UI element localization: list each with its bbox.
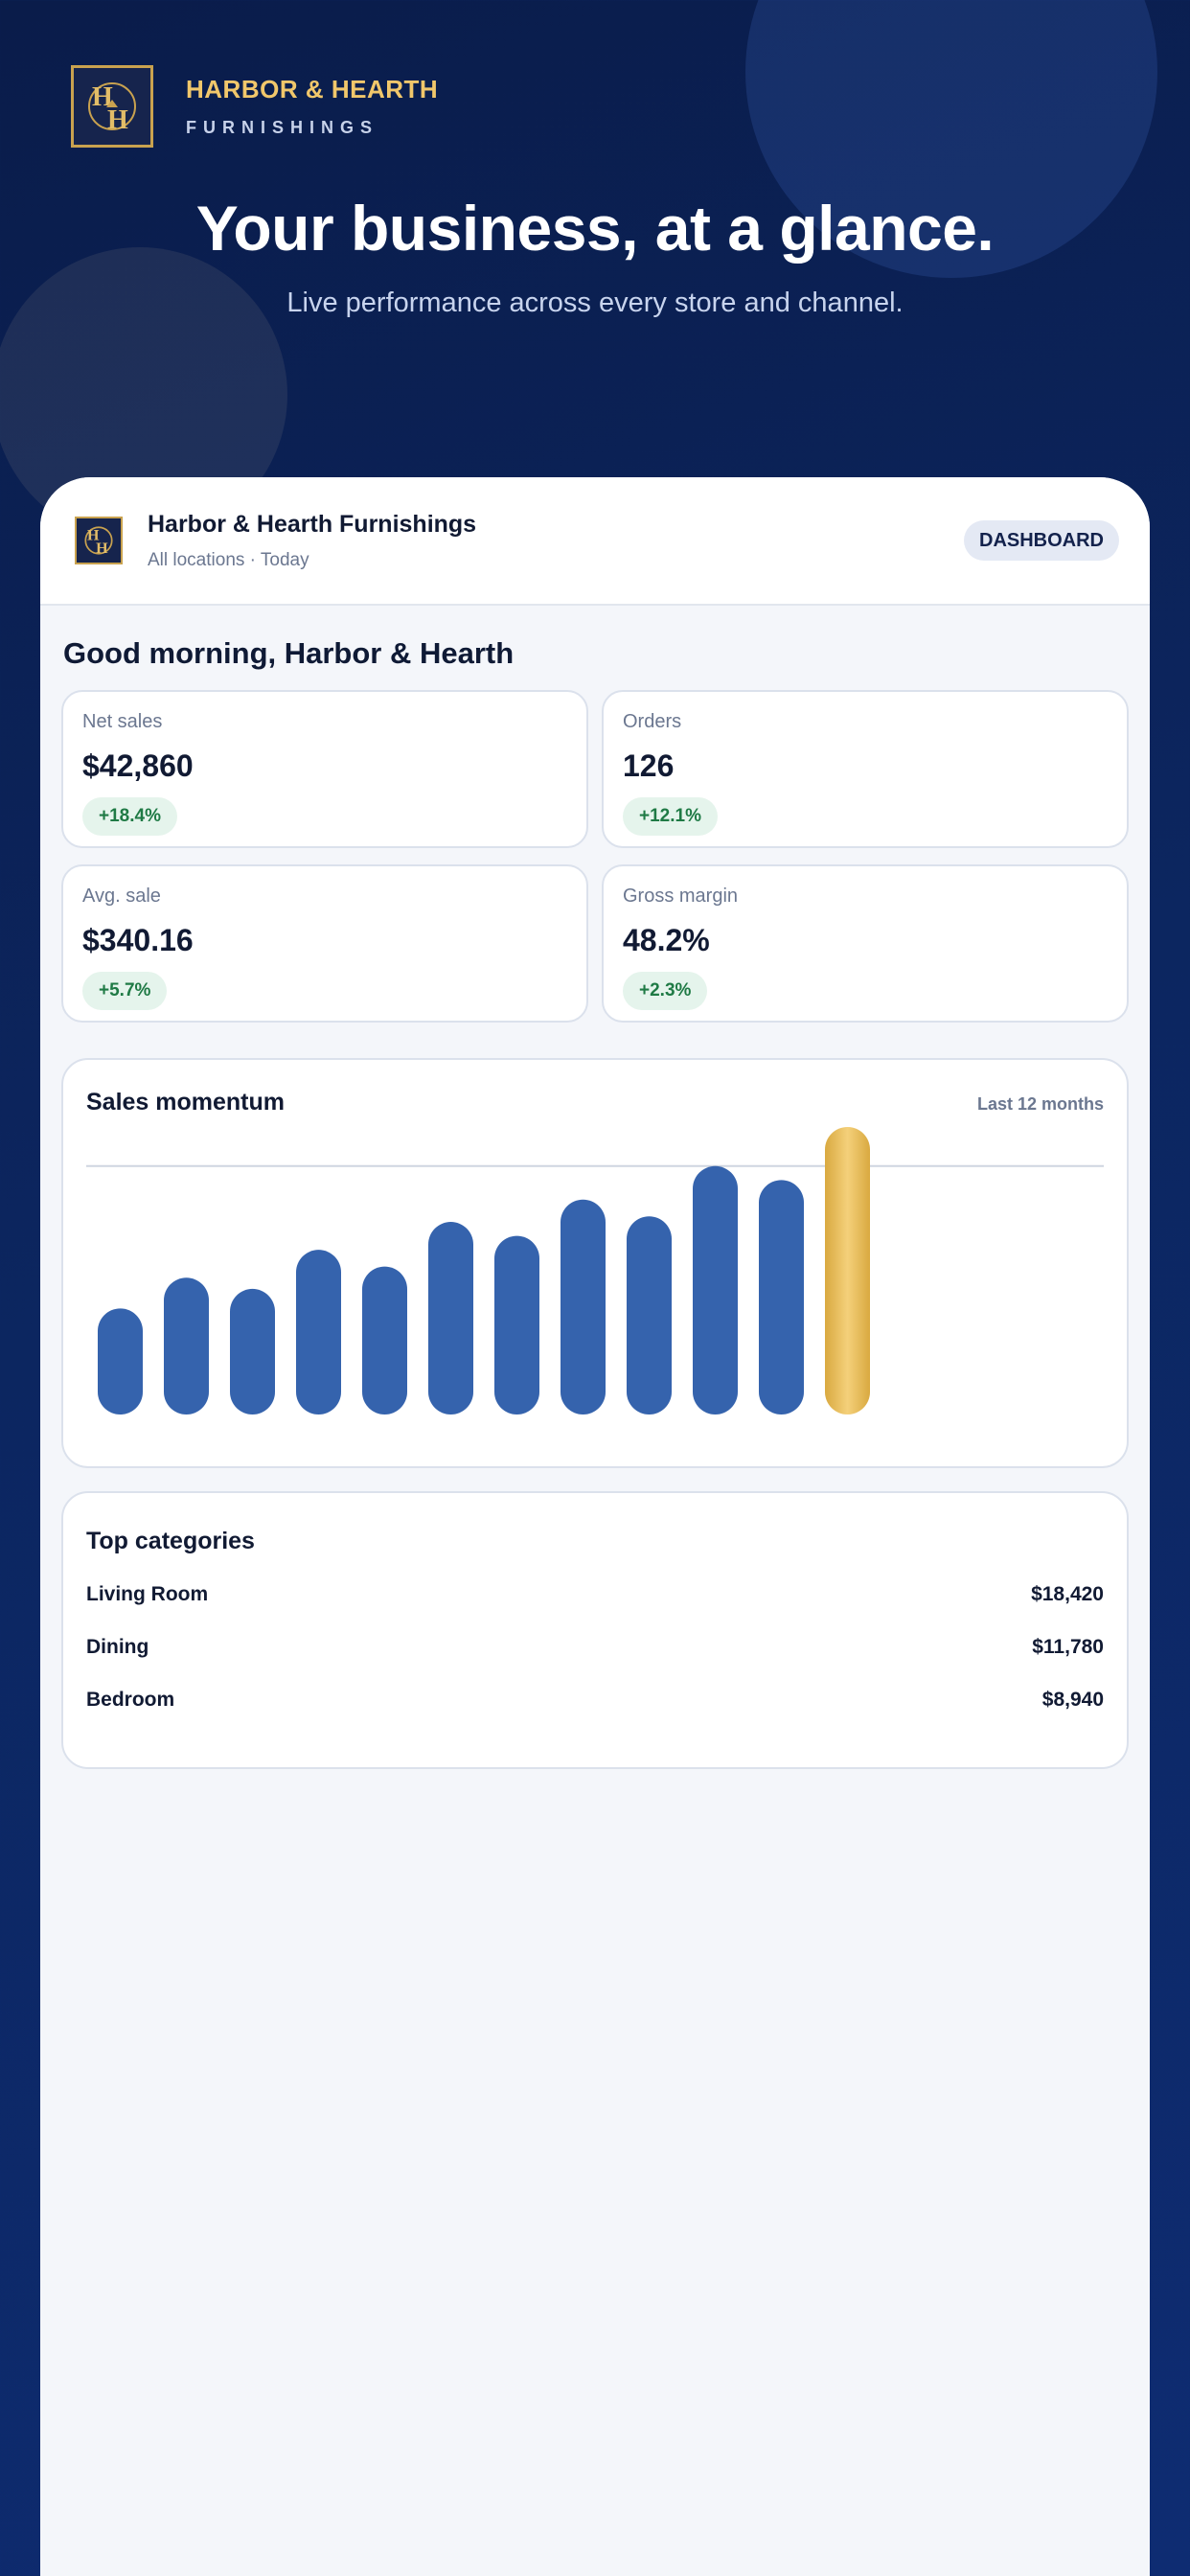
chart-bar[interactable] <box>164 1277 209 1414</box>
kpi-card-gross-margin[interactable]: Gross margin 48.2% +2.3% <box>602 864 1129 1023</box>
chart-bar[interactable] <box>98 1308 143 1414</box>
panel-title: Sales momentum <box>86 1089 286 1116</box>
svg-text:H: H <box>87 527 100 543</box>
category-name: Bedroom <box>86 1689 175 1711</box>
chart-bar[interactable] <box>759 1180 804 1414</box>
kpi-delta-badge: +2.3% <box>623 972 708 1010</box>
hero-title: Your business, at a glance. <box>195 193 995 264</box>
kpi-card-net-sales[interactable]: Net sales $42,860 +18.4% <box>61 690 588 848</box>
sales-momentum-chart <box>86 1127 1104 1414</box>
kpi-value: 48.2% <box>623 923 710 957</box>
kpi-label: Orders <box>623 711 682 732</box>
hh-monogram-logo: H H <box>71 65 153 148</box>
top-categories-panel: Top categories Living Room $18,420 Dinin… <box>61 1491 1129 1769</box>
kpi-label: Avg. sale <box>82 886 161 907</box>
chart-bar-current[interactable] <box>825 1127 870 1414</box>
sales-momentum-panel: Sales momentum Last 12 months <box>61 1058 1129 1468</box>
period-label[interactable]: Last 12 months <box>976 1094 1104 1114</box>
kpi-delta-badge: +18.4% <box>82 797 177 836</box>
app-subtitle: All locations · Today <box>148 549 309 570</box>
brand-name: HARBOR & HEARTH <box>186 75 439 104</box>
category-row[interactable]: Bedroom $8,940 <box>86 1689 1104 1712</box>
chart-bar[interactable] <box>561 1199 606 1414</box>
svg-text:H: H <box>92 82 113 112</box>
kpi-card-avg-sale[interactable]: Avg. sale $340.16 +5.7% <box>61 864 588 1023</box>
kpi-delta-badge: +5.7% <box>82 972 168 1010</box>
svg-text:H: H <box>107 105 128 135</box>
kpi-label: Net sales <box>82 711 163 732</box>
category-name: Living Room <box>86 1583 209 1605</box>
category-row[interactable]: Living Room $18,420 <box>86 1583 1104 1606</box>
app-title: Harbor & Hearth Furnishings <box>148 510 477 538</box>
svg-text:H: H <box>96 540 108 557</box>
kpi-value: 126 <box>623 748 675 783</box>
chart-bar[interactable] <box>296 1250 341 1414</box>
chart-bar[interactable] <box>627 1216 672 1414</box>
category-row[interactable]: Dining $11,780 <box>86 1636 1104 1659</box>
chart-bar[interactable] <box>362 1266 407 1414</box>
chart-bar[interactable] <box>428 1222 473 1414</box>
hero-subtitle: Live performance across every store and … <box>286 288 904 318</box>
kpi-delta-badge: +12.1% <box>623 797 718 836</box>
panel-title: Top categories <box>86 1528 255 1554</box>
app-header: H H Harbor & Hearth Furnishings All loca… <box>40 477 1150 606</box>
chart-bar[interactable] <box>230 1288 275 1414</box>
greeting: Good morning, Harbor & Hearth <box>63 636 515 670</box>
chart-bar[interactable] <box>494 1235 539 1414</box>
hh-monogram-logo: H H <box>75 517 123 564</box>
brand-header: H H HARBOR & HEARTH FURNISHINGS <box>71 65 438 148</box>
kpi-label: Gross margin <box>623 886 739 907</box>
category-name: Dining <box>86 1636 149 1658</box>
dashboard-badge[interactable]: DASHBOARD <box>964 520 1119 561</box>
dashboard-app-card: H H Harbor & Hearth Furnishings All loca… <box>40 477 1150 2576</box>
brand-subtitle: FURNISHINGS <box>186 118 379 137</box>
chart-bar[interactable] <box>693 1165 738 1414</box>
category-value: $8,940 <box>1041 1689 1104 1711</box>
category-value: $18,420 <box>1031 1583 1104 1605</box>
kpi-value: $340.16 <box>82 923 194 957</box>
kpi-value: $42,860 <box>82 748 194 783</box>
category-value: $11,780 <box>1032 1636 1104 1658</box>
kpi-card-orders[interactable]: Orders 126 +12.1% <box>602 690 1129 848</box>
